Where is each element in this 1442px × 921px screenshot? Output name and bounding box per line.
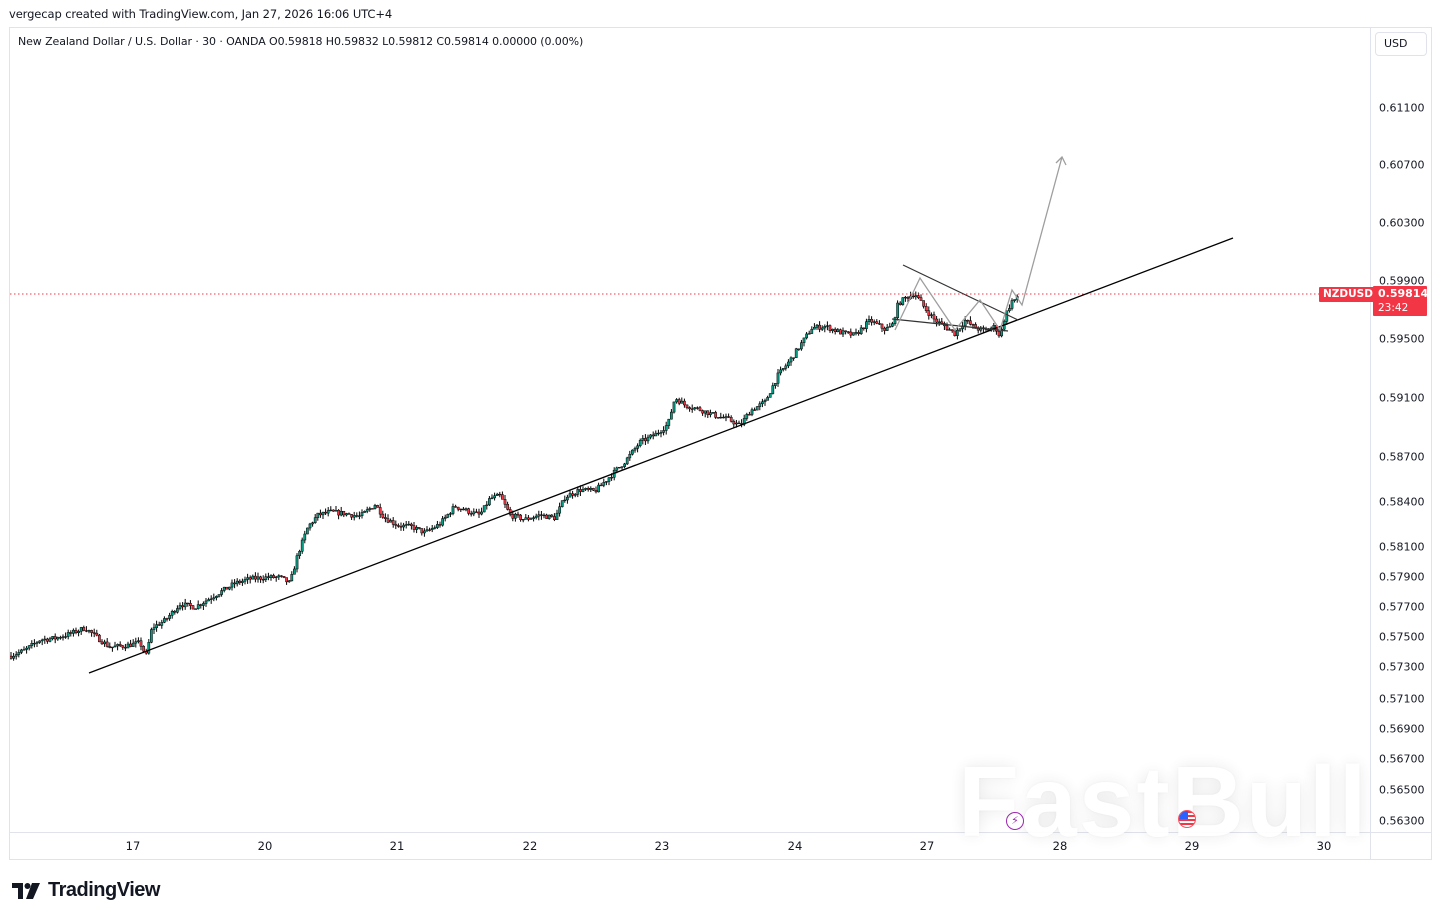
time-tick-label: 27 (919, 839, 935, 853)
price-tick-label: 0.56300 (1379, 814, 1425, 828)
price-tick-label: 0.57500 (1379, 630, 1425, 644)
symbol-legend: New Zealand Dollar / U.S. Dollar · 30 · … (18, 35, 584, 48)
price-tick-label: 0.60700 (1379, 158, 1425, 172)
price-tick-label: 0.58700 (1379, 450, 1425, 464)
wedge-upper-line[interactable] (902, 264, 1019, 321)
price-chart-canvas[interactable] (10, 28, 1370, 832)
time-axis[interactable] (10, 832, 1370, 860)
price-tick-label: 0.61100 (1379, 101, 1425, 115)
tradingview-logo-icon (12, 882, 40, 899)
price-tick-label: 0.57700 (1379, 600, 1425, 614)
time-tick-label: 17 (125, 839, 141, 853)
projection-arrow-icon[interactable] (1055, 155, 1067, 166)
chart-credit: vergecap created with TradingView.com, J… (9, 7, 393, 21)
price-tick-label: 0.59100 (1379, 391, 1425, 405)
time-tick-label: 29 (1184, 839, 1200, 853)
price-tick-label: 0.56700 (1379, 752, 1425, 766)
wedge-lower-line[interactable] (891, 318, 1009, 332)
candlestick-series (10, 291, 1019, 661)
chart-frame (9, 27, 1432, 860)
time-tick-label: 28 (1052, 839, 1068, 853)
price-tick-label: 0.57100 (1379, 692, 1425, 706)
price-axis[interactable] (1370, 28, 1432, 832)
price-tick-label: 0.57900 (1379, 570, 1425, 584)
price-tick-label: 0.58100 (1379, 540, 1425, 554)
fastbull-watermark: FastBull (958, 746, 1369, 858)
price-tick-label: 0.58400 (1379, 495, 1425, 509)
time-tick-label: 20 (257, 839, 273, 853)
price-tick-label: 0.57300 (1379, 660, 1425, 674)
trend-drawings[interactable] (88, 155, 1234, 674)
currency-button[interactable]: USD (1375, 32, 1427, 56)
current-price-badge: 0.59814 23:42 (1373, 286, 1429, 316)
ascending-trendline[interactable] (88, 237, 1234, 674)
current-price-value: 0.59814 (1378, 287, 1429, 300)
time-tick-label: 30 (1316, 839, 1332, 853)
symbol-price-label: NZDUSD (1319, 287, 1377, 302)
time-tick-label: 22 (522, 839, 538, 853)
price-tick-label: 0.56900 (1379, 722, 1425, 736)
bolt-event-icon[interactable]: ⚡ (1006, 812, 1024, 830)
us-flag-event-icon[interactable] (1178, 810, 1196, 828)
projection-path[interactable] (894, 156, 1063, 332)
price-tick-label: 0.60300 (1379, 216, 1425, 230)
time-tick-label: 23 (654, 839, 670, 853)
price-tick-label: 0.59900 (1379, 274, 1425, 288)
price-tick-label: 0.56500 (1379, 783, 1425, 797)
time-tick-label: 21 (389, 839, 405, 853)
bar-countdown: 23:42 (1378, 302, 1409, 314)
time-tick-label: 24 (787, 839, 803, 853)
tradingview-logo-text: TradingView (48, 879, 160, 901)
tradingview-logo[interactable]: TradingView (12, 879, 160, 902)
axis-corner (1370, 832, 1432, 860)
price-tick-label: 0.59500 (1379, 332, 1425, 346)
